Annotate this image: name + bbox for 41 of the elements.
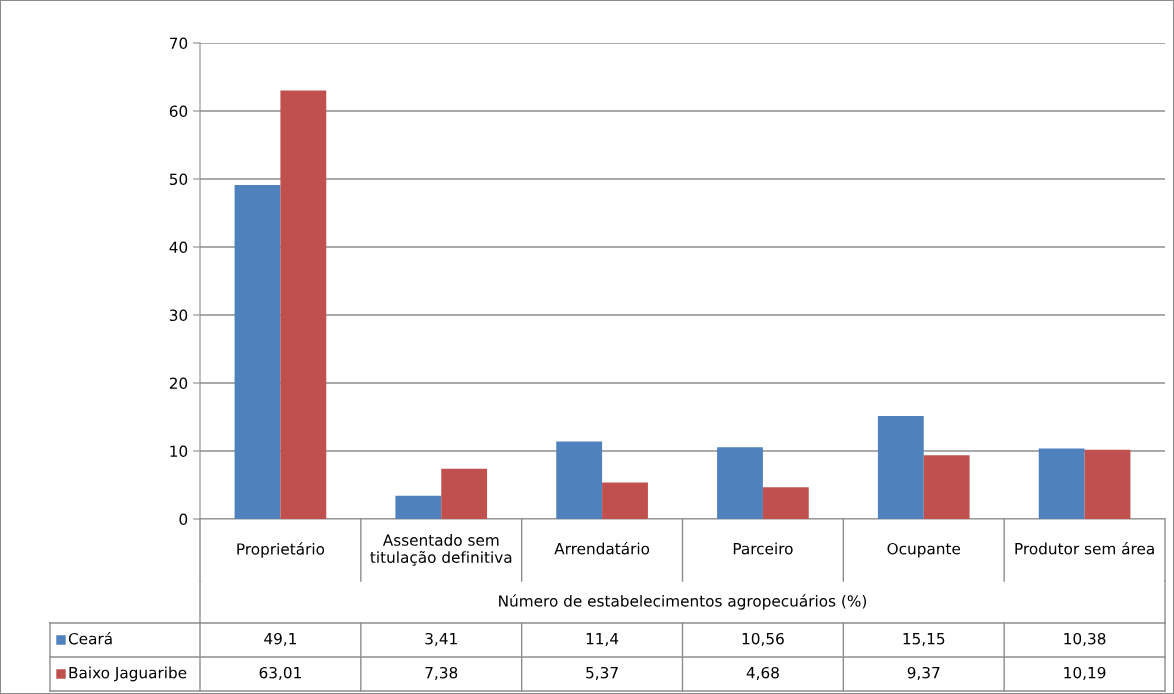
data-label: 4,68: [746, 666, 779, 680]
data-label: 10,56: [742, 632, 784, 646]
bar: [1084, 449, 1131, 519]
y-tick-label: 70: [170, 37, 188, 50]
x-axis-title: Número de estabelecimentos agropecuários (%): [499, 594, 867, 610]
data-label: 3,41: [425, 632, 457, 646]
y-tick-label: 40: [169, 241, 188, 254]
y-tick-label: 0: [179, 513, 188, 526]
data-label: 7,38: [425, 666, 458, 680]
x-tick-label: Proprietário: [237, 542, 325, 558]
data-label: 15,15: [903, 633, 945, 646]
legend-label: Baixo Jaguaribe: [69, 666, 187, 682]
x-tick-label: Parceiro: [733, 542, 793, 555]
y-tick-label: 10: [170, 445, 188, 458]
y-tick-label: 30: [169, 309, 188, 322]
bar: [923, 455, 970, 519]
bar: [234, 185, 281, 519]
bar: [1038, 448, 1085, 519]
data-label: 10,38: [1064, 632, 1106, 646]
bar: [556, 441, 603, 519]
bar: [877, 415, 924, 519]
data-label: 63,01: [259, 666, 301, 680]
bar: [762, 487, 809, 519]
x-tick-label: Produtor sem área: [1015, 542, 1154, 555]
bar: [441, 468, 488, 519]
x-tick-label: Ocupante: [887, 542, 961, 558]
x-tick-label: Arrendatário: [554, 542, 650, 555]
data-label: 10,19: [1064, 666, 1106, 680]
bar: [717, 447, 763, 519]
y-tick-label: 60: [169, 105, 188, 118]
y-tick-label: 50: [169, 173, 188, 186]
data-label: 9,37: [907, 666, 940, 680]
data-label: 5,37: [586, 666, 618, 680]
bar: [395, 495, 442, 519]
legend-label: Ceará: [68, 632, 112, 645]
data-label: 49,1: [264, 632, 297, 646]
bar: [602, 482, 648, 519]
bar: [280, 90, 327, 519]
y-tick-label: 20: [169, 377, 188, 390]
data-label: 11,4: [586, 633, 619, 646]
x-tick-label: Assentado sem titulação definitiva: [370, 534, 512, 566]
